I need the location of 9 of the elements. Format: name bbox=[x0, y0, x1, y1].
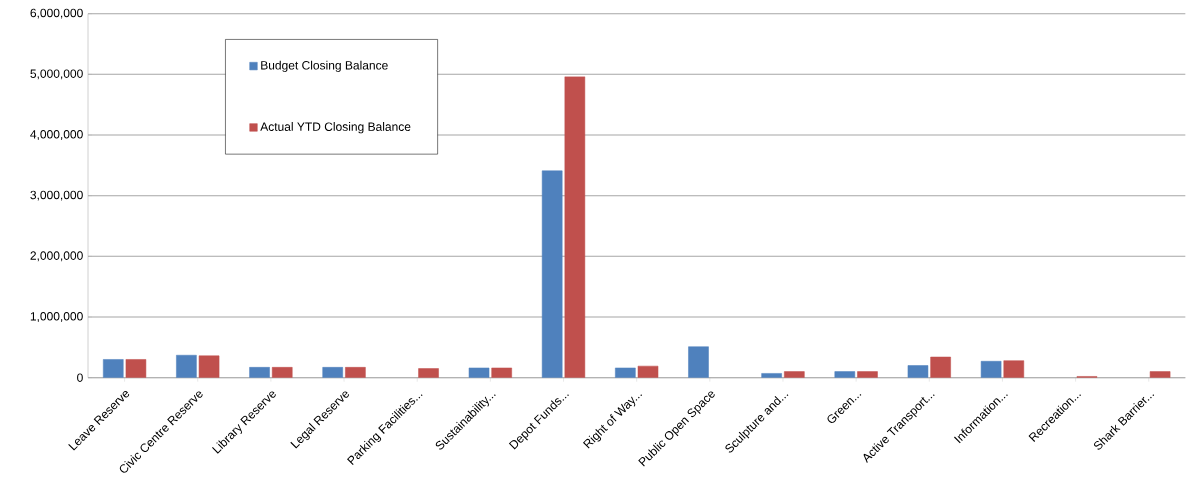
y-tick-label: 6,000,000 bbox=[30, 8, 83, 19]
y-tick-label: 1,000,000 bbox=[30, 312, 83, 322]
y-tick-label: 4,000,000 bbox=[30, 130, 83, 140]
y-tick-label: 5,000,000 bbox=[30, 69, 83, 80]
legend-label: Budget Closing Balance bbox=[261, 60, 388, 72]
legend-label: Actual YTD Closing Balance bbox=[260, 122, 411, 134]
y-tick-label: 3,000,000 bbox=[30, 190, 83, 201]
y-tick-label: 2,000,000 bbox=[30, 251, 83, 262]
y-tick-label: 0 bbox=[77, 373, 83, 382]
